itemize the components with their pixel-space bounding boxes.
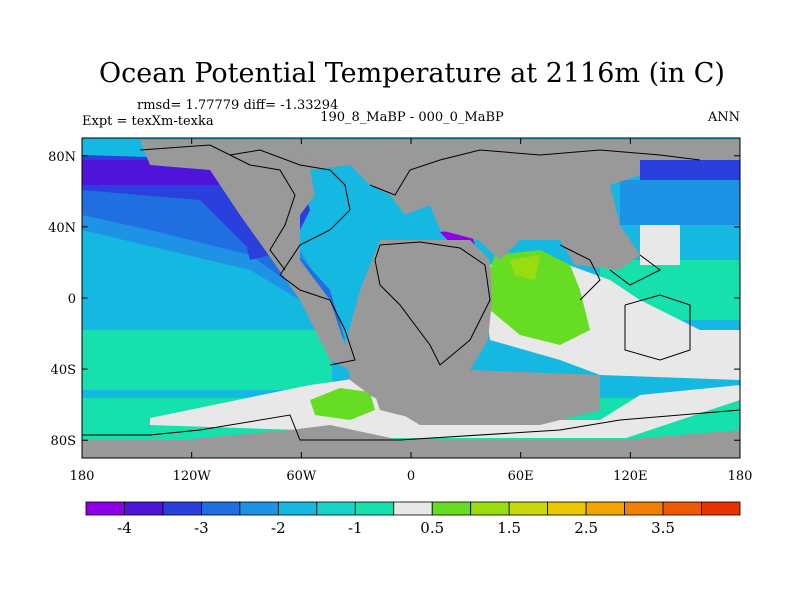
colorbar: -4 -3 -2 -1 0.5 1.5 2.5 3.5 — [85, 501, 741, 537]
colorbar-swatch — [277, 501, 318, 516]
colorbar-swatch — [354, 501, 395, 516]
lon-tick-label: 60W — [286, 469, 317, 484]
lon-tick-label: 0 — [407, 469, 415, 484]
colorbar-swatch — [508, 501, 549, 516]
ocean-band-east — [640, 160, 740, 180]
land-antarctica — [82, 425, 740, 458]
colorbar-label: 0.5 — [420, 519, 444, 537]
lon-tick-label: 120W — [173, 469, 212, 484]
colorbar-swatch — [85, 501, 125, 516]
experiment-label: Expt = texXm-texka — [82, 114, 214, 129]
southern-green-patch — [310, 388, 375, 420]
lat-tick-label: 0 — [68, 292, 76, 307]
lon-tick-label: 60E — [508, 469, 534, 484]
comparison-label: 190_8_MaBP - 000_0_MaBP — [320, 110, 504, 125]
latitude-axis: 80N 40N 0 40S 80S — [48, 150, 740, 449]
colorbar-swatch — [316, 501, 356, 516]
colorbar-swatch — [547, 501, 587, 516]
land-south-america-africa — [345, 240, 600, 425]
lat-tick-label: 40S — [51, 363, 76, 378]
colorbar-swatch — [162, 501, 202, 516]
colorbar-swatch — [239, 501, 279, 516]
map-panel — [82, 138, 740, 458]
land-greenland-eurasia — [300, 140, 740, 270]
colorbar-label: -4 — [117, 519, 132, 537]
lat-tick-label: 80S — [51, 434, 76, 449]
colorbar-swatch — [585, 501, 625, 516]
land-australia — [370, 380, 600, 420]
ocean-band-south — [82, 330, 332, 390]
lat-tick-label: 40N — [48, 221, 76, 236]
ocean-band-pacific-cool — [82, 175, 345, 340]
ocean-band-east-2 — [620, 180, 740, 225]
lon-tick-label: 180 — [70, 469, 95, 484]
colorbar-swatch — [470, 501, 510, 516]
land-north-america — [140, 140, 380, 370]
colorbar-label: 1.5 — [497, 519, 521, 537]
figure-title: Ocean Potential Temperature at 2116m (in… — [99, 58, 725, 89]
lat-tick-label: 80N — [48, 150, 76, 165]
indian-ocean-green — [488, 250, 590, 345]
colorbar-label: -3 — [194, 519, 209, 537]
colorbar-label: 2.5 — [574, 519, 598, 537]
east-white-patch — [640, 225, 680, 265]
longitude-axis: 180 120W 60W 0 60E 120E 180 — [70, 138, 753, 484]
season-label: ANN — [707, 110, 740, 125]
colorbar-swatch — [201, 501, 241, 516]
colorbar-swatch — [124, 501, 164, 516]
colorbar-swatch — [662, 501, 702, 516]
colorbar-swatch — [393, 501, 433, 516]
lon-tick-label: 120E — [613, 469, 647, 484]
colorbar-swatch — [701, 501, 741, 516]
colorbar-swatch — [431, 501, 472, 516]
colorbar-swatch — [624, 501, 664, 516]
stats-text: rmsd= 1.77779 diff= -1.33294 — [137, 98, 338, 113]
colorbar-label: -1 — [348, 519, 363, 537]
coastline-overlay — [82, 144, 740, 441]
lon-tick-label: 180 — [728, 469, 753, 484]
indian-ocean-yellowgreen — [510, 255, 540, 280]
colorbar-label: 3.5 — [651, 519, 675, 537]
colorbar-label: -2 — [271, 519, 286, 537]
